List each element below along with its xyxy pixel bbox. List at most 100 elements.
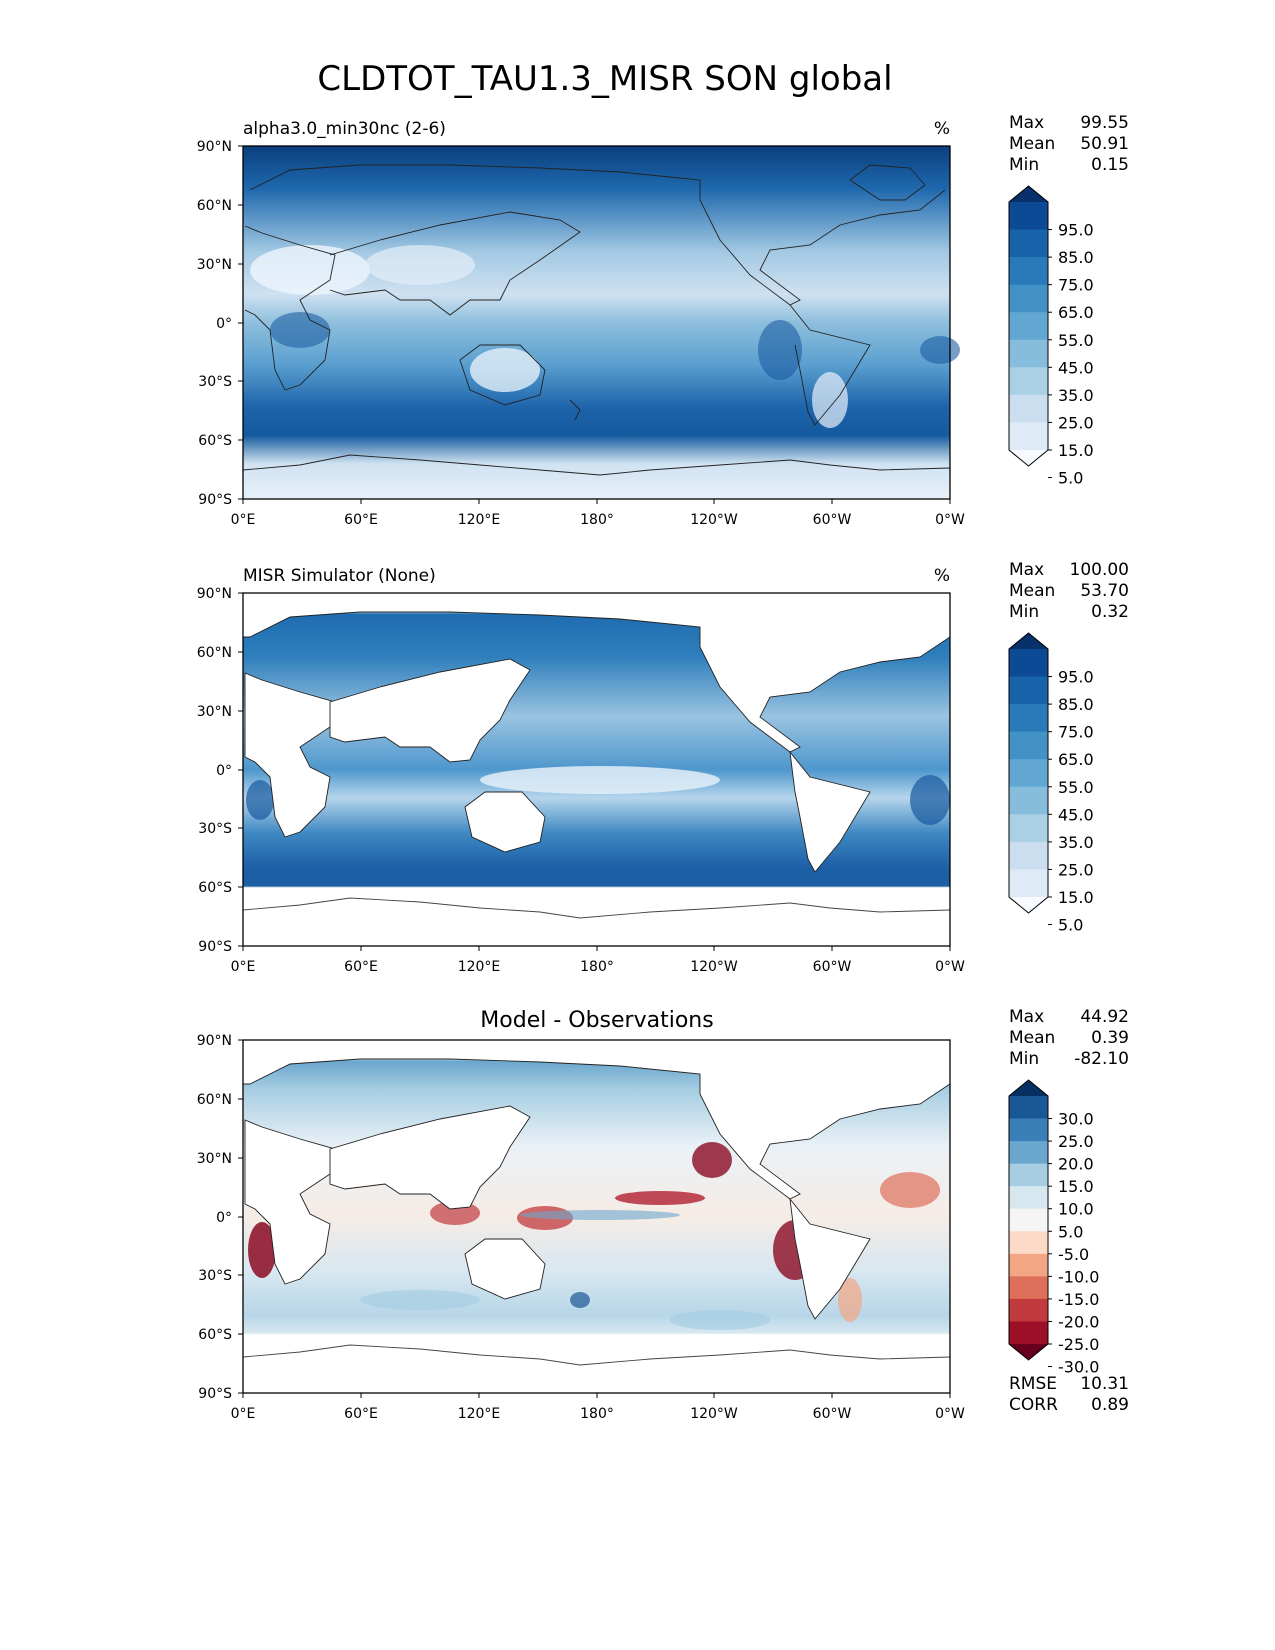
panel-3-feature	[670, 1310, 770, 1330]
colorbar-tick-label: 85.0	[1058, 248, 1094, 267]
colorbar-segment	[1009, 394, 1048, 423]
panel-1-feature	[250, 245, 370, 295]
panel-3-title: Model - Observations	[480, 1008, 713, 1033]
colorbar-segment	[1009, 1118, 1048, 1142]
panel-2-feature	[480, 766, 720, 794]
panel-model: alpha3.0_min30nc (2-6) %	[197, 113, 1129, 528]
colorbar-extend-min	[1009, 450, 1048, 466]
panel-3-land	[242, 1039, 951, 1320]
colorbar-tick-label: 45.0	[1058, 358, 1094, 377]
lon-tick-label: 60°E	[344, 512, 378, 528]
lat-tick-label: 0°	[216, 1210, 232, 1226]
panel-3-antarctic-coast	[242, 1344, 951, 1366]
panel-3-feature	[520, 1210, 680, 1220]
stat-value: 0.89	[1091, 1395, 1129, 1415]
panel-3-lat-tick-marks	[238, 1039, 243, 1394]
colorbar-segment	[1009, 814, 1048, 843]
lat-tick-label: 60°S	[198, 433, 232, 449]
lon-tick-label: 0°W	[935, 959, 965, 975]
stat-value: 0.32	[1091, 602, 1129, 622]
lon-tick-label: 120°E	[458, 512, 501, 528]
panel-1-units: %	[934, 119, 950, 139]
colorbar-tick-label: 5.0	[1058, 916, 1083, 935]
colorbar-tick-label: 25.0	[1058, 860, 1094, 879]
panel-2-lon-tick-marks	[242, 946, 951, 951]
figure-title: CLDTOT_TAU1.3_MISR SON global	[317, 59, 892, 99]
panel-1-lon-tick-marks	[242, 499, 951, 504]
lon-tick-label: 0°W	[935, 1406, 965, 1422]
lat-tick-label: 60°N	[197, 198, 232, 214]
colorbar-segment	[1009, 1321, 1048, 1345]
lat-tick-label: 90°S	[198, 939, 232, 955]
panel-1-colorbar: 95.0 85.0 75.0 65.0 55.0 45.0 35.0 25.0 15.0 5.0	[1008, 185, 1094, 488]
lon-tick-label: 120°W	[690, 959, 738, 975]
lat-tick-label: 30°N	[197, 257, 232, 273]
stat-value: 0.15	[1091, 155, 1129, 175]
lon-tick-label: 0°E	[231, 1406, 256, 1422]
lat-tick-label: 30°N	[197, 1151, 232, 1167]
panel-1-field	[243, 146, 950, 499]
colorbar-extend-max	[1009, 1080, 1048, 1096]
panel-2-antarctic-coast	[242, 897, 951, 919]
stat-value: 50.91	[1080, 134, 1129, 154]
colorbar-tick-label: -25.0	[1058, 1335, 1099, 1354]
stat-label: Max	[1009, 560, 1044, 580]
panel-2-feature	[246, 780, 274, 820]
colorbar-tick-label: -10.0	[1058, 1267, 1099, 1286]
panel-2-lon-ticks: 0°E 60°E 120°E 180° 120°W 60°W 0°W	[231, 946, 965, 975]
panel-1-lat-tick-marks	[238, 145, 243, 500]
stat-label: Max	[1009, 1007, 1044, 1027]
colorbar-tick-label: 5.0	[1058, 1222, 1083, 1241]
panel-2-colorbar: 95.0 85.0 75.0 65.0 55.0 45.0 35.0 25.0 15.0 5.0	[1008, 632, 1094, 935]
stat-value: 53.70	[1080, 581, 1129, 601]
colorbar-segment	[1009, 1163, 1048, 1187]
colorbar-segment	[1009, 257, 1048, 286]
colorbar-segment	[1009, 704, 1048, 733]
lon-tick-label: 180°	[580, 512, 614, 528]
panel-3-lat-ticks: 90°N 60°N 30°N 0° 30°S 60°S 90°S	[197, 1033, 243, 1402]
colorbar-tick-label: 65.0	[1058, 303, 1094, 322]
colorbar-segment	[1009, 367, 1048, 396]
stat-label: RMSE	[1009, 1374, 1057, 1394]
lat-tick-label: 30°S	[198, 374, 232, 390]
panel-3-colorbar: 30.0 25.0 20.0 15.0 10.0 5.0 -5.0 -10.0 -15.0 -20…	[1008, 1079, 1099, 1377]
lat-tick-label: 60°S	[198, 880, 232, 896]
panel-3-feature	[692, 1142, 732, 1178]
panel-2-lat-tick-marks	[238, 592, 243, 947]
colorbar-segment	[1009, 339, 1048, 368]
panel-1-stats: Max 99.55 Mean 50.91 Min 0.15	[1009, 113, 1129, 175]
panel-3-lon-ticks: 0°E 60°E 120°E 180° 120°W 60°W 0°W	[231, 1393, 965, 1422]
panel-3-feature	[360, 1290, 480, 1310]
panel-2-units: %	[934, 566, 950, 586]
panel-3-feature	[615, 1191, 705, 1205]
colorbar-tick-label: 75.0	[1058, 723, 1094, 742]
colorbar-tick-label: 85.0	[1058, 695, 1094, 714]
colorbar-extend-min	[1009, 897, 1048, 913]
colorbar-segment	[1009, 202, 1048, 231]
stat-label: Min	[1009, 602, 1039, 622]
colorbar-extend-max	[1009, 186, 1048, 202]
lon-tick-label: 120°W	[690, 512, 738, 528]
lat-tick-label: 60°S	[198, 1327, 232, 1343]
lat-tick-label: 30°S	[198, 821, 232, 837]
stat-label: Min	[1009, 1049, 1039, 1069]
colorbar-tick-label: 55.0	[1058, 778, 1094, 797]
lat-tick-label: 90°N	[197, 586, 232, 602]
colorbar-segment	[1009, 312, 1048, 341]
colorbar-tick-label: 20.0	[1058, 1155, 1094, 1174]
stat-value: 100.00	[1070, 560, 1129, 580]
lat-tick-label: 90°N	[197, 139, 232, 155]
colorbar-segment	[1009, 1186, 1048, 1210]
colorbar-tick-label: -15.0	[1058, 1290, 1099, 1309]
lon-tick-label: 60°E	[344, 959, 378, 975]
panel-1-feature	[920, 336, 960, 364]
lon-tick-label: 60°W	[813, 959, 852, 975]
colorbar-segment	[1009, 676, 1048, 705]
lat-tick-label: 60°N	[197, 645, 232, 661]
colorbar-tick-label: -20.0	[1058, 1312, 1099, 1331]
panel-2-stats: Max 100.00 Mean 53.70 Min 0.32	[1009, 560, 1129, 622]
colorbar-segment	[1009, 1298, 1048, 1322]
panel-3-feature	[570, 1292, 590, 1308]
colorbar-tick-label: 45.0	[1058, 805, 1094, 824]
